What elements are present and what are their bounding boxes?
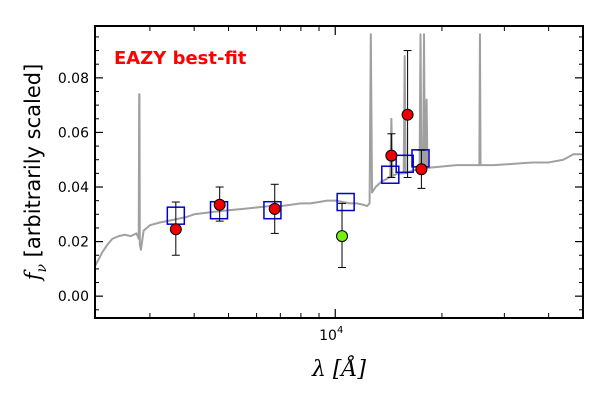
plot-frame [94,25,584,319]
y-axis-title: fν [arbitrarily scaled] [21,64,50,283]
data-layer [95,33,583,269]
model-flux-box [336,192,355,212]
model-flux-box [395,154,414,174]
x-tick-label-base: 10 [319,328,337,344]
y-axis-symbol: f [21,269,45,282]
observed-flux-point [385,149,398,162]
observed-flux-point [213,198,226,211]
y-tick-label: 0.02 [58,235,89,251]
y-axis-text: [arbitrarily scaled] [21,64,45,264]
observed-flux-point [268,202,281,215]
ticks-layer: 0.00 0.02 0.04 0.06 0.08 104 [58,26,583,344]
y-tick-label: 0.00 [58,289,89,305]
y-tick-label: 0.04 [58,180,89,196]
model-flux-box [263,200,282,220]
x-tick-label-exponent: 4 [337,325,343,336]
y-tick-label: 0.06 [58,125,89,141]
x-tick-label: 104 [319,325,343,344]
observed-flux-point [336,230,349,243]
model-flux-box [381,165,400,184]
observed-flux-point [415,163,428,176]
template-spectrum-line [95,33,583,267]
annotation-label: EAZY best-fit [114,48,247,69]
x-axis-title: λ [Å] [311,354,366,382]
observed-flux-point [169,223,182,236]
y-axis-subscript: ν [34,264,50,273]
observed-flux-point [401,108,414,121]
y-tick-label: 0.08 [58,71,89,87]
